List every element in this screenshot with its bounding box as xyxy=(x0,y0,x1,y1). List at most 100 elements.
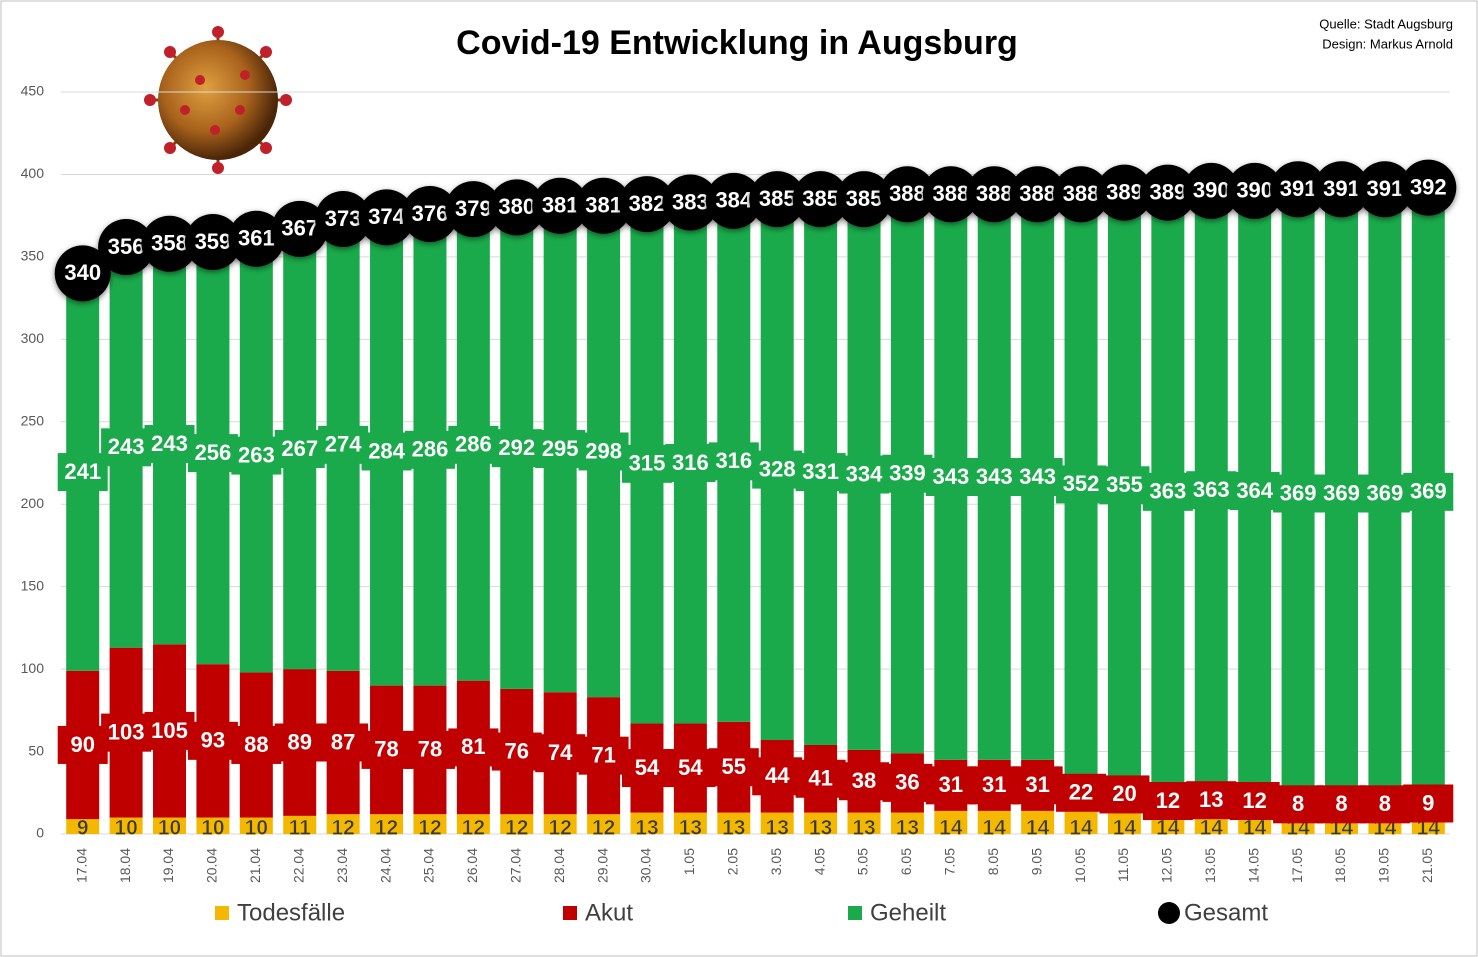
value-label: 343 xyxy=(932,464,969,489)
value-label: 352 xyxy=(1063,471,1100,496)
value-label: 12 xyxy=(548,817,571,840)
value-label: 381 xyxy=(542,193,579,218)
value-label: 20 xyxy=(1112,781,1136,806)
value-label-box xyxy=(882,454,933,493)
bar-segment xyxy=(804,812,838,834)
x-tick-label: 10.05 xyxy=(1072,848,1088,883)
total-marker xyxy=(401,186,458,243)
value-label: 10 xyxy=(158,817,181,840)
value-label: 364 xyxy=(1236,478,1273,503)
total-marker xyxy=(1053,166,1110,223)
x-tick-label: 24.04 xyxy=(377,848,393,883)
bar-segment xyxy=(456,814,490,834)
value-label: 385 xyxy=(846,186,883,211)
y-tick-label: 450 xyxy=(21,83,45,99)
value-label-box xyxy=(187,434,238,473)
x-tick-label: 3.05 xyxy=(768,848,784,875)
value-label-box xyxy=(1316,474,1367,513)
bar-segment xyxy=(630,812,664,834)
value-label: 389 xyxy=(1106,179,1143,204)
value-label-box xyxy=(1099,466,1150,505)
source-note: Design: Markus Arnold xyxy=(1322,36,1453,51)
x-tick-label: 20.04 xyxy=(204,848,220,883)
bar-segment xyxy=(109,817,143,834)
value-label: 243 xyxy=(108,434,145,459)
value-label: 343 xyxy=(1019,464,1056,489)
value-label-box xyxy=(839,762,890,801)
value-label: 385 xyxy=(802,186,839,211)
value-label-box xyxy=(448,728,499,767)
value-label: 286 xyxy=(412,437,449,462)
x-tick-label: 27.04 xyxy=(507,848,523,883)
y-tick-label: 200 xyxy=(21,495,45,511)
value-label-box xyxy=(1229,782,1280,821)
value-label: 14 xyxy=(983,817,1007,840)
value-label: 340 xyxy=(64,260,101,285)
y-tick-label: 400 xyxy=(21,165,45,181)
x-tick-label: 22.04 xyxy=(290,848,306,883)
value-label-box xyxy=(1099,775,1150,814)
value-label: 13 xyxy=(1199,787,1223,812)
value-label-box xyxy=(448,425,499,464)
value-label-box xyxy=(318,723,369,762)
value-label: 9 xyxy=(77,817,89,840)
value-label: 87 xyxy=(331,729,355,754)
x-tick-label: 5.05 xyxy=(855,848,871,875)
value-label-box xyxy=(491,732,542,771)
x-tick-label: 29.04 xyxy=(594,848,610,883)
value-label: 31 xyxy=(982,772,1006,797)
value-label: 263 xyxy=(238,442,275,467)
value-label: 31 xyxy=(939,772,963,797)
value-label-box xyxy=(318,425,369,464)
value-label: 12 xyxy=(1242,788,1266,813)
value-label-box xyxy=(274,723,325,762)
bar-segment xyxy=(196,817,230,834)
total-marker xyxy=(1139,164,1196,221)
value-label-box xyxy=(752,450,803,489)
value-label: 361 xyxy=(238,226,275,251)
value-label: 14 xyxy=(1156,817,1180,840)
value-label: 391 xyxy=(1280,176,1317,201)
bar-segment xyxy=(1021,810,1055,834)
value-label: 331 xyxy=(802,459,839,484)
value-label: 13 xyxy=(809,817,832,840)
total-marker xyxy=(662,174,719,231)
value-label: 385 xyxy=(759,186,796,211)
x-tick-label: 26.04 xyxy=(464,848,480,883)
value-label: 367 xyxy=(281,216,318,241)
total-marker xyxy=(792,171,849,228)
value-label: 295 xyxy=(542,436,579,461)
value-label: 334 xyxy=(846,461,883,486)
value-label: 356 xyxy=(108,234,145,259)
legend-label: Geheilt xyxy=(870,899,946,926)
value-label: 363 xyxy=(1193,477,1230,502)
total-marker xyxy=(98,218,155,275)
total-marker xyxy=(271,200,328,257)
value-label: 12 xyxy=(505,817,528,840)
value-label-box xyxy=(491,429,542,468)
value-label-box xyxy=(925,766,976,805)
total-marker xyxy=(141,215,198,272)
value-label-box xyxy=(361,730,412,769)
total-marker xyxy=(315,190,372,247)
total-marker xyxy=(228,210,285,267)
value-label-box xyxy=(1403,472,1454,511)
value-label: 41 xyxy=(808,766,832,791)
value-label: 388 xyxy=(889,181,926,206)
value-label: 12 xyxy=(592,817,615,840)
value-label-box xyxy=(1056,773,1107,812)
x-tick-label: 6.05 xyxy=(898,848,914,875)
total-marker xyxy=(184,214,241,271)
value-label: 390 xyxy=(1236,178,1273,203)
bar-segment xyxy=(673,812,707,834)
value-label-box xyxy=(969,766,1020,805)
value-label: 355 xyxy=(1106,472,1143,497)
value-label: 9 xyxy=(1422,790,1434,815)
value-label-box xyxy=(1359,474,1410,513)
x-tick-label: 23.04 xyxy=(334,848,350,883)
value-label: 13 xyxy=(679,817,702,840)
value-label: 391 xyxy=(1323,176,1360,201)
value-label: 284 xyxy=(368,438,405,463)
total-marker xyxy=(1356,161,1413,218)
value-label: 392 xyxy=(1410,174,1447,199)
